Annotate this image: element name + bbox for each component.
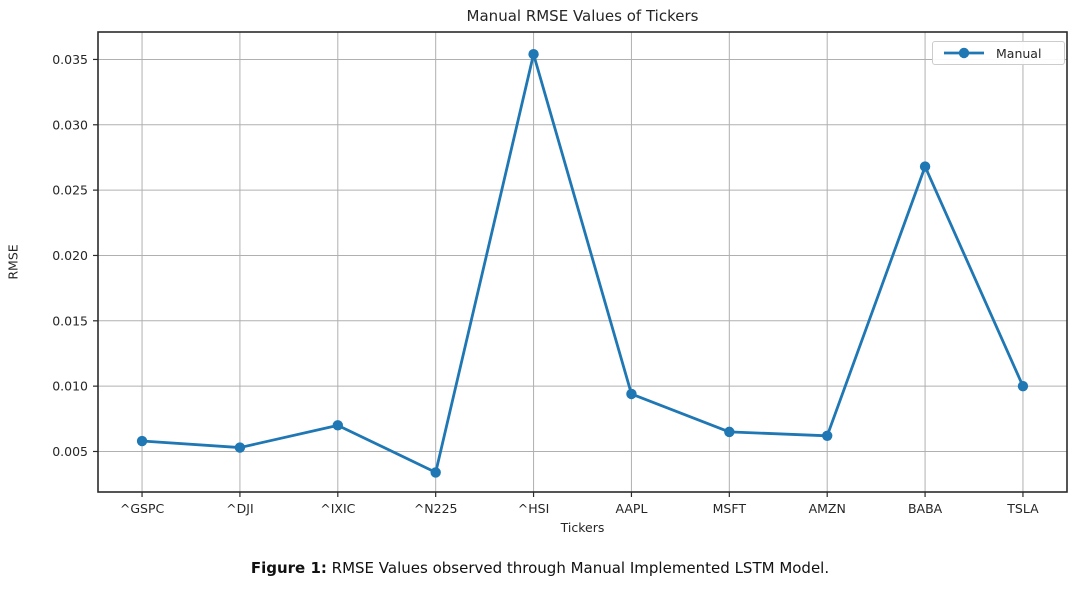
y-tick-label: 0.020 — [52, 248, 88, 263]
x-tick-label: AMZN — [809, 501, 846, 516]
legend: Manual — [932, 41, 1065, 65]
figure-caption-prefix: Figure 1: — [250, 559, 327, 577]
x-tick-label: ^N225 — [414, 501, 458, 516]
x-tick-label: ^GSPC — [120, 501, 165, 516]
data-point-marker — [821, 430, 833, 442]
data-point-marker — [332, 420, 344, 431]
plot-area: 0.005 0.010 0.015 0.020 0.025 0.030 0.035 ^GSPC… — [52, 31, 1068, 516]
x-tick-label: MSFT — [713, 501, 747, 516]
legend-line-marker-icon — [944, 47, 984, 59]
y-tick-label: 0.005 — [52, 444, 88, 459]
y-tick-label: 0.010 — [52, 379, 88, 394]
data-point-marker — [234, 442, 246, 453]
data-point-marker — [430, 467, 441, 478]
legend-label: Manual — [996, 45, 1042, 61]
data-point-marker — [136, 435, 148, 447]
x-tick-label: AAPL — [615, 501, 647, 516]
data-point-marker — [1017, 380, 1029, 392]
x-tick-label: ^DJI — [226, 501, 253, 516]
axes-frame — [97, 31, 1068, 493]
x-tick-label: ^IXIC — [320, 501, 355, 516]
x-tick-label: BABA — [908, 501, 943, 516]
y-tick-label: 0.030 — [52, 117, 88, 132]
data-point-marker — [528, 49, 539, 60]
y-tick-label: 0.015 — [52, 313, 88, 328]
series-line — [140, 52, 1025, 474]
x-axis-label: Tickers — [560, 520, 605, 535]
x-tick-label: ^HSI — [518, 501, 550, 516]
data-point-marker — [626, 388, 637, 400]
figure-caption-text: RMSE Values observed through Manual Impl… — [326, 559, 830, 577]
x-tick-label: TSLA — [1006, 501, 1039, 516]
figure-caption: Figure 1: RMSE Values observed through M… — [0, 559, 1080, 577]
chart-title: Manual RMSE Values of Tickers — [466, 7, 699, 25]
data-point-marker — [919, 161, 931, 172]
y-tick-label: 0.035 — [52, 52, 88, 67]
y-tick-label: 0.025 — [52, 183, 88, 198]
data-point-marker — [724, 426, 735, 438]
